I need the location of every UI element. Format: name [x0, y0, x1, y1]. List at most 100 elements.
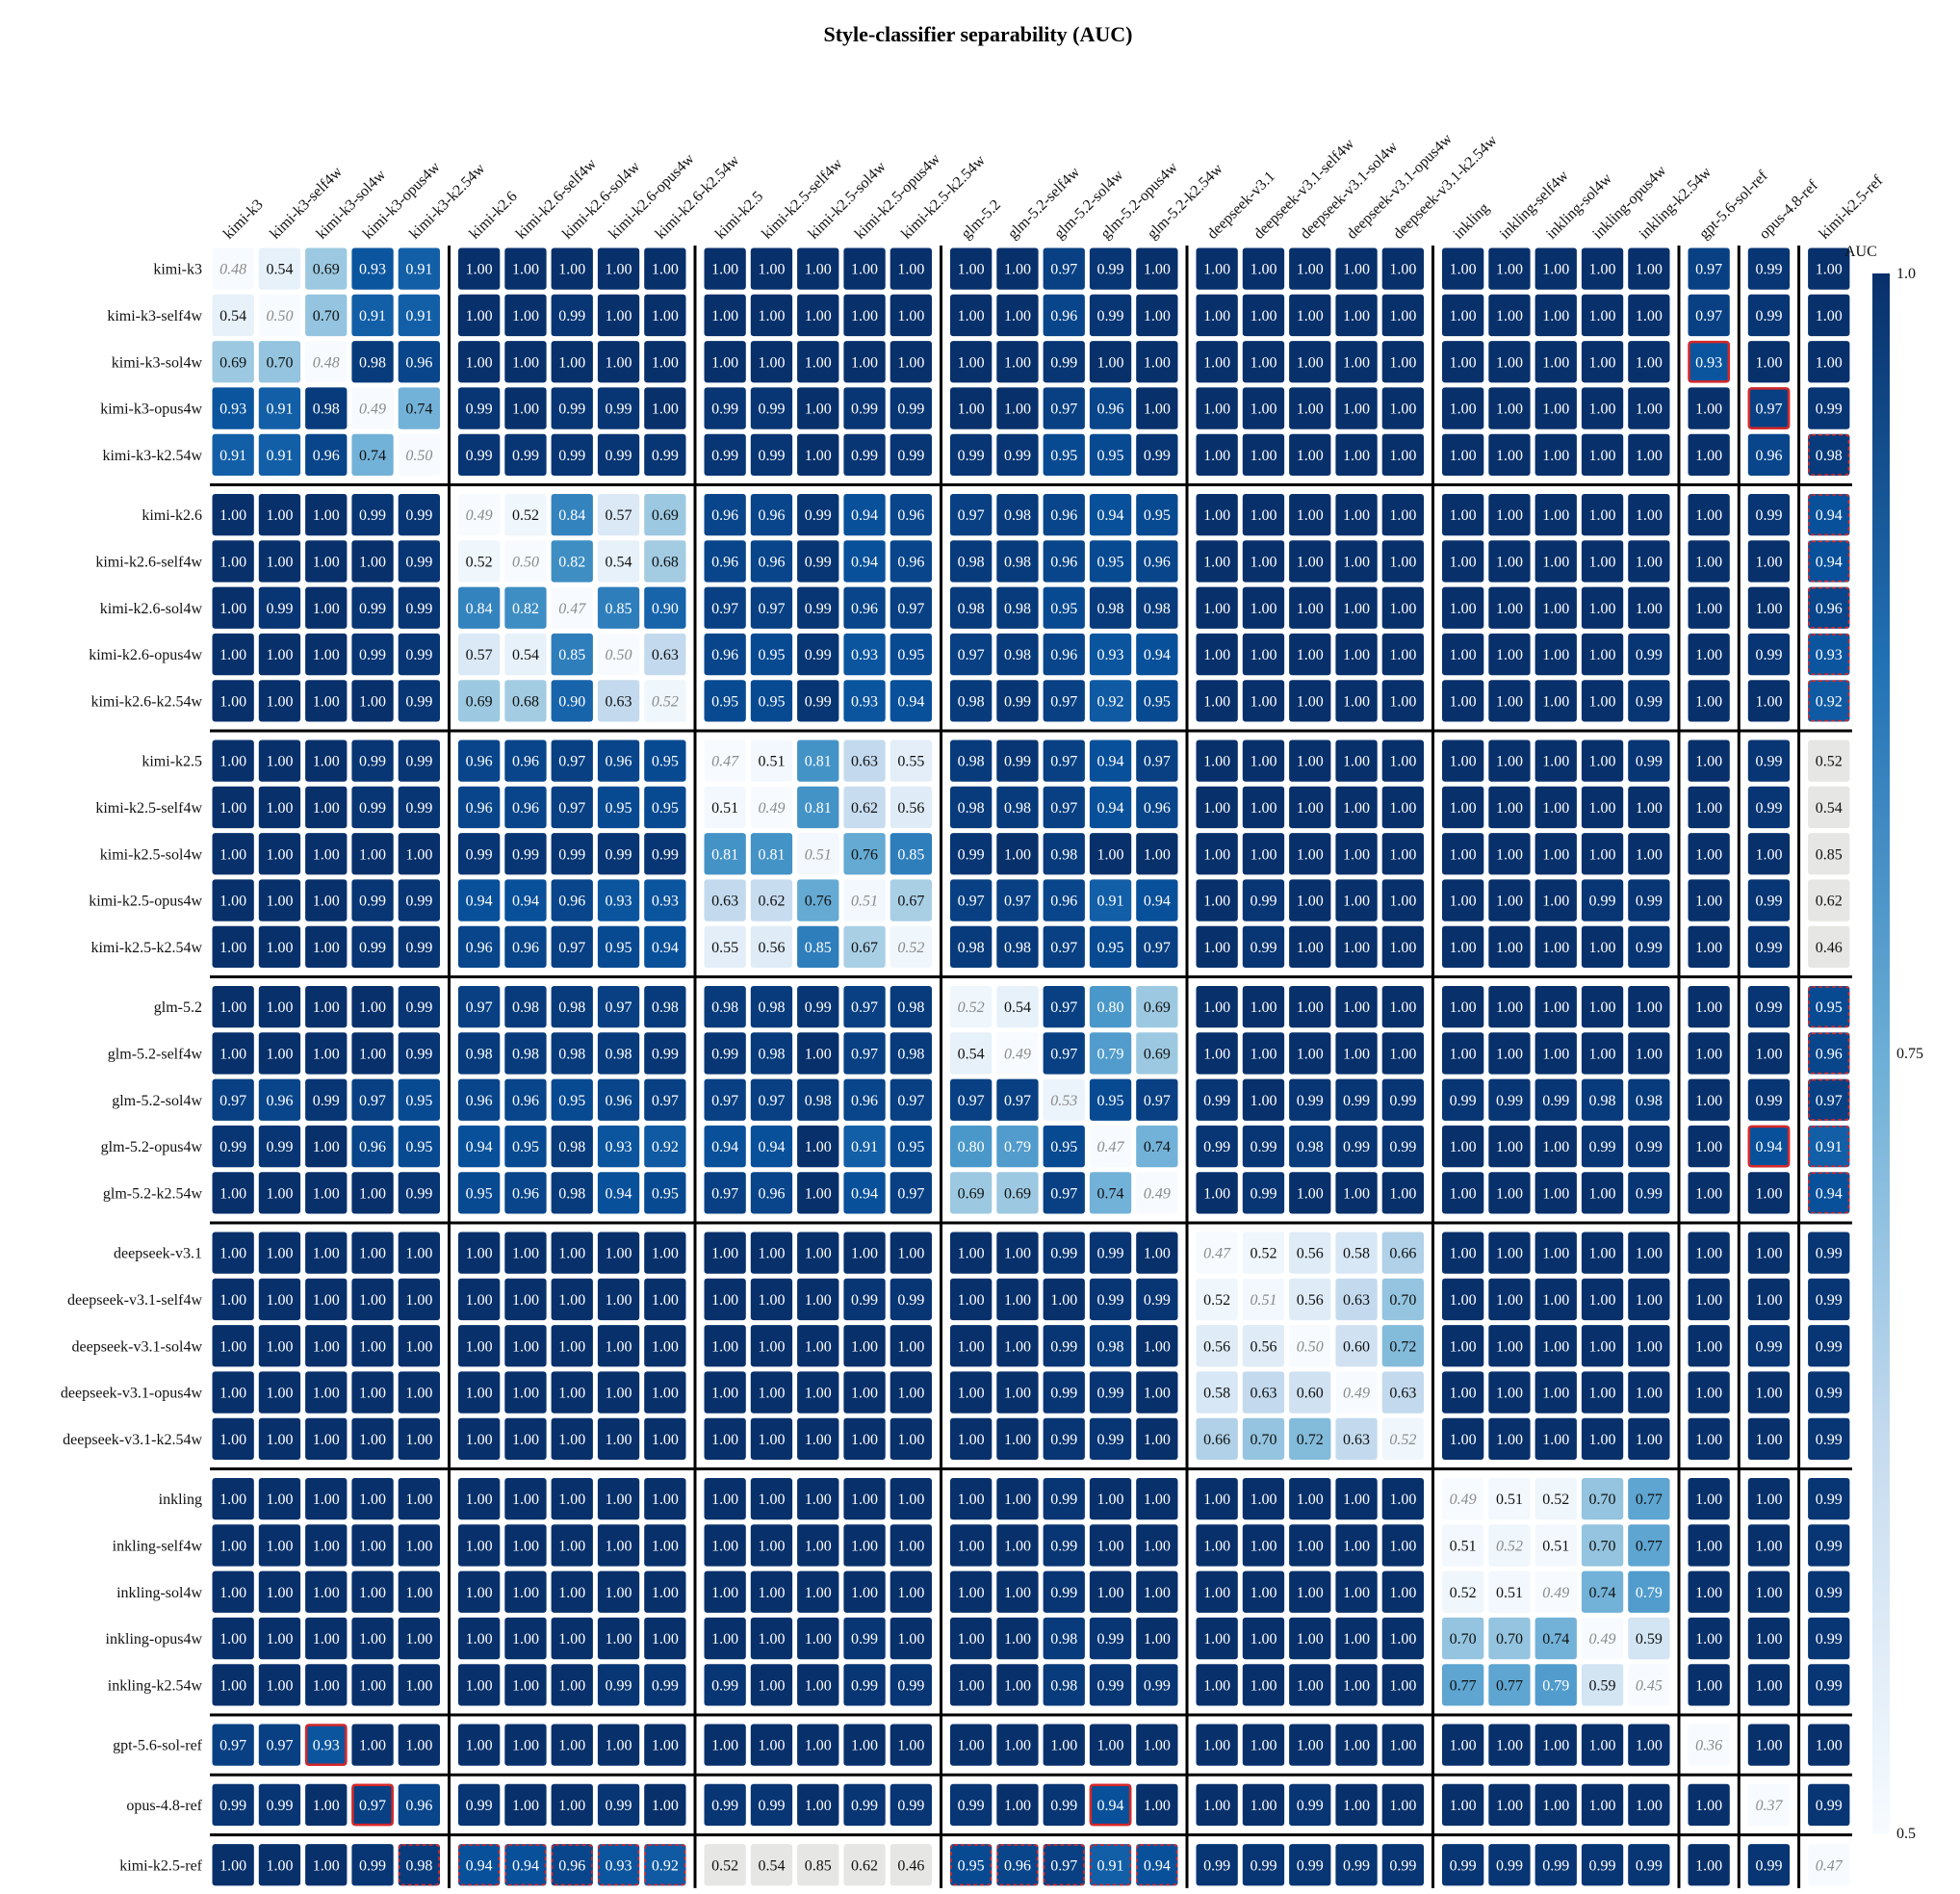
heatmap-cell: 0.50 [597, 633, 640, 676]
cell-fill [1242, 1844, 1285, 1886]
cell-fill [704, 341, 746, 383]
heatmap-cell: 1.00 [1242, 786, 1285, 829]
cell-value: 1.00 [512, 1677, 539, 1694]
cell-value: 1.00 [1250, 693, 1277, 710]
cell-fill [797, 1032, 839, 1075]
cell-fill [1289, 986, 1331, 1028]
heatmap-cell: 1.00 [597, 1724, 640, 1766]
cell-fill [704, 1232, 746, 1274]
cell-value: 0.98 [758, 1046, 785, 1062]
cell-fill [1488, 1570, 1531, 1613]
heatmap-cell: 1.00 [1581, 294, 1624, 337]
cell-fill [704, 1844, 746, 1886]
heatmap-cell: 1.00 [212, 879, 254, 921]
heatmap-cell: 1.00 [1688, 786, 1730, 829]
heatmap-cell: 0.99 [750, 387, 793, 429]
cell-fill [1335, 1172, 1378, 1214]
heatmap-cell: 1.00 [1335, 586, 1378, 629]
cell-fill [797, 786, 839, 829]
heatmap-cell: 1.00 [212, 786, 254, 829]
cell-fill [890, 1724, 932, 1766]
cell-fill [1747, 1232, 1791, 1274]
heatmap-cell: 1.00 [1688, 1032, 1730, 1075]
heatmap-cell: 1.00 [1534, 739, 1577, 782]
cell-fill [551, 1664, 593, 1706]
cell-value: 1.00 [1144, 1798, 1171, 1814]
cell-value: 1.00 [1589, 1246, 1616, 1262]
cell-fill [1381, 1844, 1424, 1886]
heatmap-cell: 0.66 [1381, 1232, 1424, 1274]
cell-fill [704, 1724, 746, 1766]
cell-fill [351, 1524, 394, 1567]
cell-fill [996, 1524, 1039, 1567]
cell-fill [843, 1478, 886, 1520]
cell-fill [843, 294, 886, 337]
cell-fill [212, 1524, 254, 1567]
cell-value: 0.97 [558, 754, 585, 770]
row-label: deepseek-v3.1-sol4w [71, 1338, 202, 1355]
cell-fill [1628, 925, 1670, 968]
heatmap-cell: 1.00 [1196, 1570, 1238, 1613]
cell-value: 0.98 [958, 693, 985, 710]
cell-fill [1335, 540, 1378, 583]
cell-value: 0.98 [558, 1046, 585, 1062]
cell-value: 0.97 [266, 1738, 293, 1754]
cell-fill [950, 633, 993, 676]
cell-value: 1.00 [558, 1246, 585, 1262]
heatmap-cell: 1.00 [258, 739, 301, 782]
cell-value: 0.99 [266, 601, 293, 617]
cell-value: 0.69 [1144, 1046, 1171, 1062]
cell-value: 1.00 [711, 1338, 738, 1355]
cell-value: 0.99 [1297, 1857, 1324, 1874]
heatmap-cell: 1.00 [212, 986, 254, 1028]
highlight-box-dashed [1808, 986, 1850, 1028]
cell-value: 0.99 [1343, 1093, 1370, 1109]
cell-fill [1196, 387, 1238, 429]
heatmap-cell: 1.00 [504, 1232, 547, 1274]
cell-value: 1.00 [219, 507, 246, 524]
heatmap-cell: 1.00 [1688, 739, 1730, 782]
cell-fill [644, 1664, 686, 1706]
cell-fill [704, 1783, 746, 1827]
cell-value: 1.00 [1004, 1432, 1031, 1448]
cell-fill [1381, 1724, 1424, 1766]
cell-value: 0.96 [313, 448, 340, 464]
heatmap-cell: 0.50 [504, 540, 547, 583]
heatmap-cell: 0.95 [704, 680, 746, 722]
cell-value: 1.00 [1144, 1631, 1171, 1648]
cell-value: 0.99 [897, 1677, 924, 1694]
cell-fill [1488, 494, 1531, 536]
heatmap-cell: 0.98 [950, 739, 993, 782]
cell-value: 0.99 [359, 800, 386, 817]
cell-value: 1.00 [1636, 354, 1663, 371]
cell-fill [1747, 1478, 1791, 1520]
heatmap-cell: 1.00 [1043, 1724, 1085, 1766]
cell-fill [1242, 633, 1285, 676]
cell-fill [1534, 387, 1577, 429]
heatmap-cell: 0.99 [1808, 1524, 1850, 1567]
cell-fill [1534, 341, 1577, 383]
heatmap-cell: 0.99 [1808, 1570, 1850, 1613]
cell-fill [890, 294, 932, 337]
cell-fill [1242, 1172, 1285, 1214]
cell-value: 0.96 [405, 1798, 432, 1814]
cell-fill [996, 680, 1039, 722]
cell-fill [1289, 1783, 1331, 1827]
cell-fill [351, 1078, 394, 1121]
heatmap-cell: 1.00 [305, 986, 348, 1028]
cell-value: 1.00 [405, 1538, 432, 1554]
heatmap-cell: 1.00 [1688, 986, 1730, 1028]
cell-fill [1808, 1478, 1850, 1520]
cell-fill [644, 1417, 686, 1460]
cell-fill [750, 1783, 793, 1827]
cell-value: 1.00 [466, 1386, 493, 1402]
cell-fill [890, 786, 932, 829]
cell-value: 1.00 [1755, 601, 1782, 617]
heatmap-cell: 1.00 [597, 1371, 640, 1414]
cell-fill [351, 1478, 394, 1520]
heatmap-cell: 0.54 [996, 986, 1039, 1028]
heatmap-cell: 0.69 [305, 247, 348, 290]
heatmap-cell: 0.99 [1808, 1478, 1850, 1520]
heatmap-cell: 1.00 [258, 680, 301, 722]
cell-value: 1.00 [219, 894, 246, 910]
